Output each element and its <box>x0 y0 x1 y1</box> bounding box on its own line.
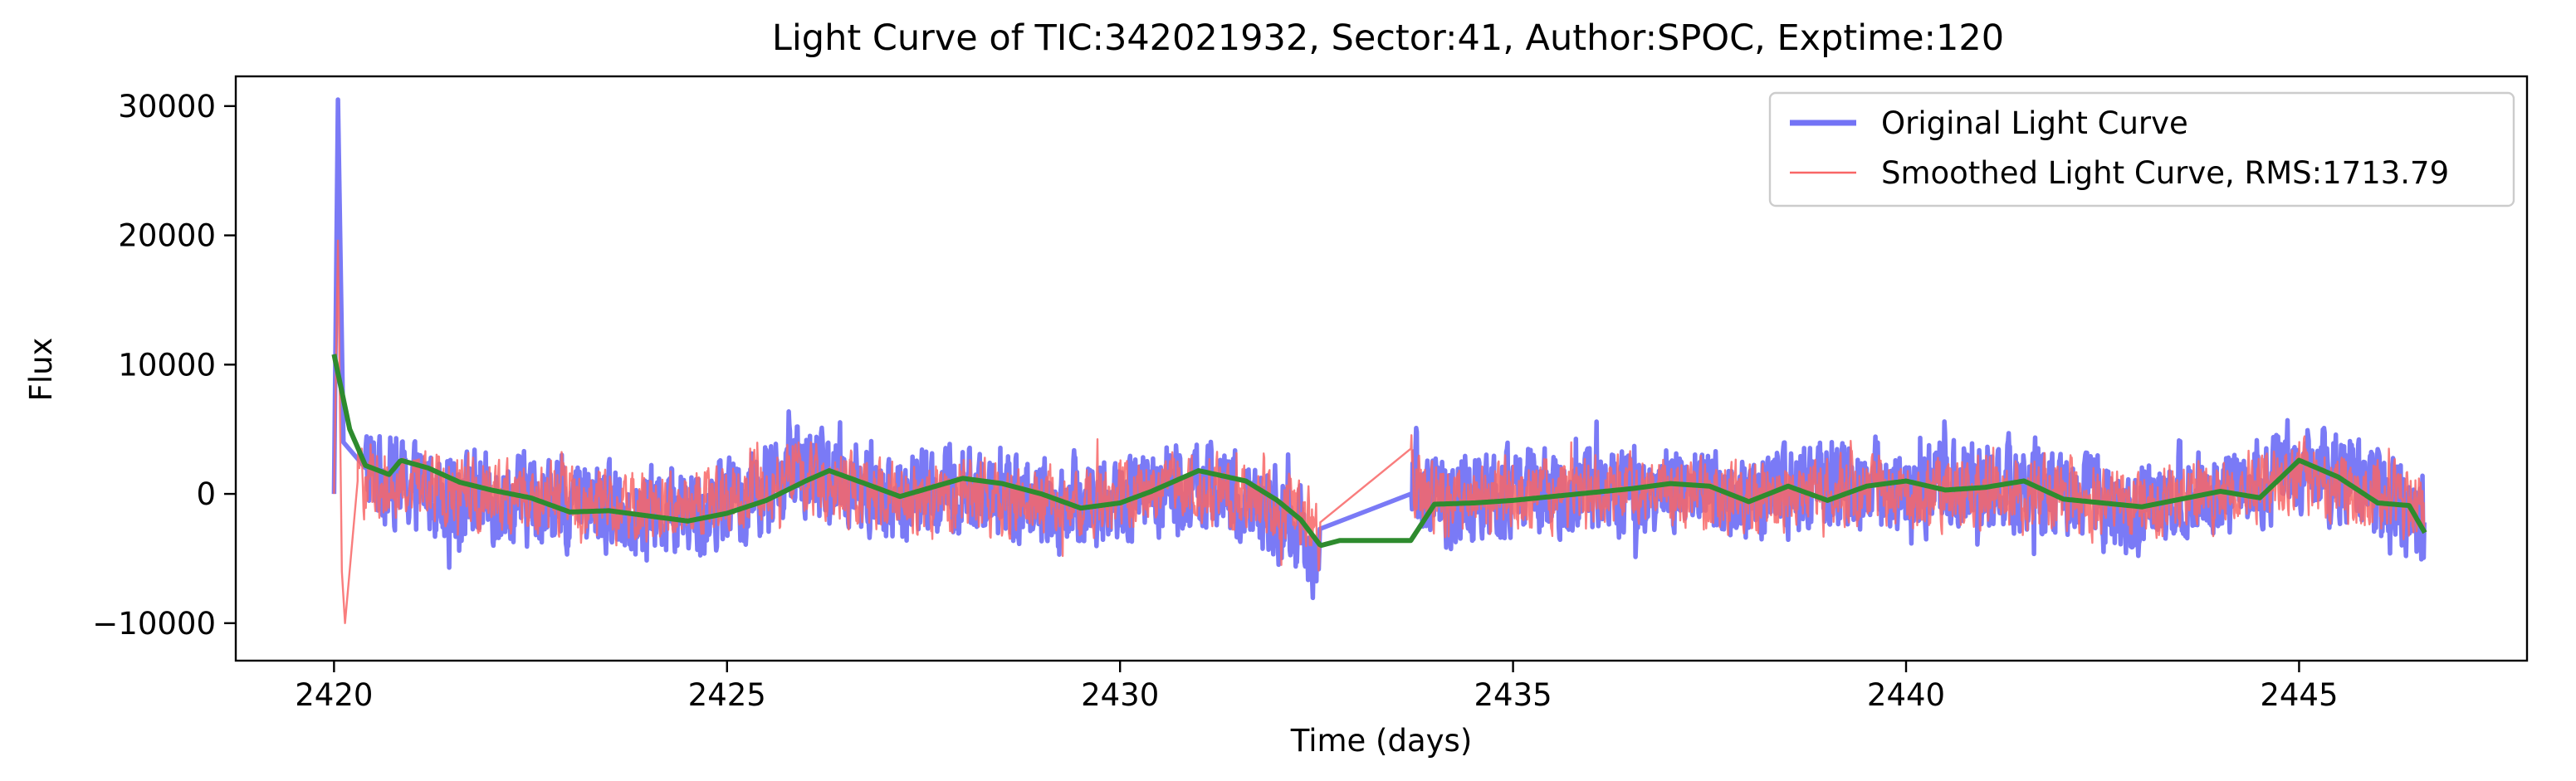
chart-title: Light Curve of TIC:342021932, Sector:41,… <box>772 17 2004 59</box>
y-axis: −10000 0 10000 20000 30000 <box>92 89 236 642</box>
x-tick-label: 2425 <box>688 677 766 713</box>
plot-frame <box>234 75 2529 662</box>
legend: Original Light Curve Smoothed Light Curv… <box>1768 91 2515 207</box>
legend-label-original: Original Light Curve <box>1881 105 2188 141</box>
series-layer <box>331 97 2427 624</box>
y-tick-label: 30000 <box>118 89 216 124</box>
y-tick-label: −10000 <box>92 606 216 642</box>
x-tick-label: 2420 <box>295 677 373 713</box>
y-tick-label: 20000 <box>118 218 216 254</box>
legend-box <box>1768 91 2515 207</box>
x-tick-label: 2445 <box>2260 677 2338 713</box>
y-tick-label: 10000 <box>118 347 216 383</box>
x-tick-label: 2430 <box>1081 677 1159 713</box>
series-trend-line <box>331 354 2427 549</box>
y-tick-label: 0 <box>196 476 216 512</box>
y-axis-label: Flux <box>23 338 59 402</box>
x-tick-label: 2440 <box>1867 677 1945 713</box>
x-axis-label: Time (days) <box>1290 723 1473 759</box>
x-axis: 2420 2425 2430 2435 2440 2445 <box>295 661 2339 713</box>
x-tick-label: 2435 <box>1474 677 1552 713</box>
legend-label-smoothed: Smoothed Light Curve, RMS:1713.79 <box>1881 155 2449 191</box>
